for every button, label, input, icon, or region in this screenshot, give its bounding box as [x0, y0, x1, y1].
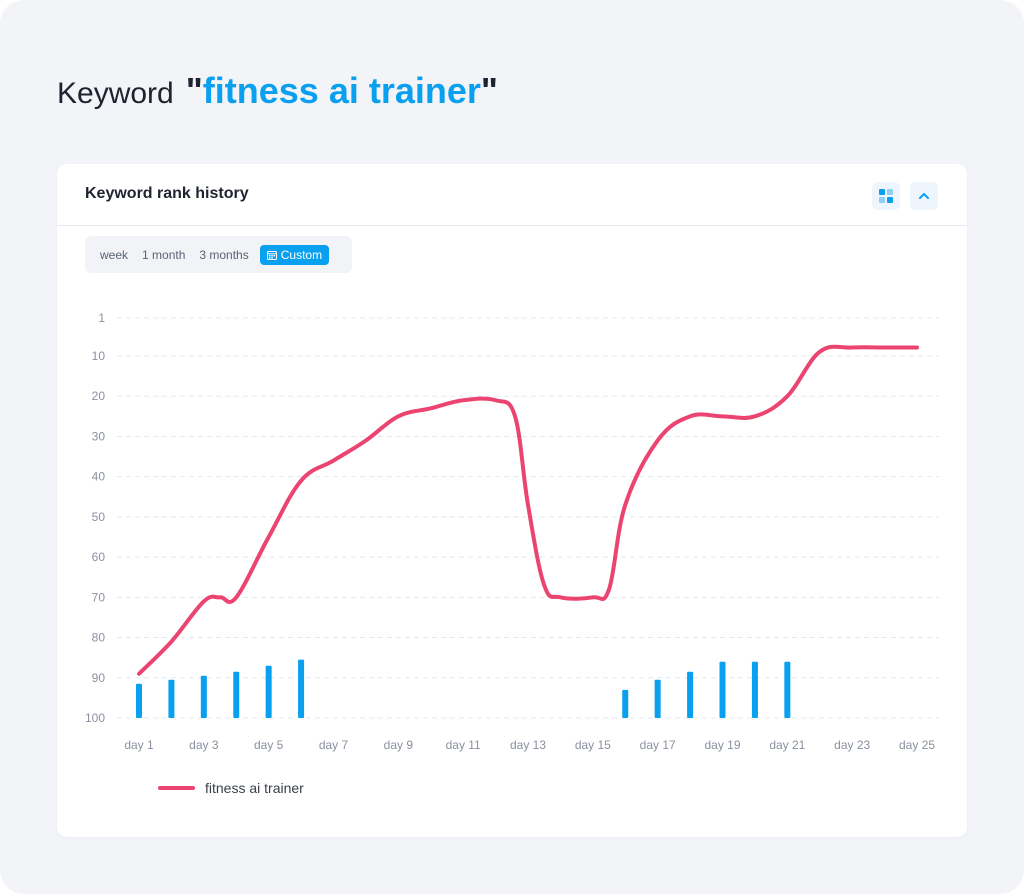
x-tick-label-3: day 5 — [254, 738, 284, 752]
y-tick-label-80: 80 — [92, 631, 106, 645]
y-tick-label-40: 40 — [92, 470, 106, 484]
card-title: Keyword rank history — [85, 185, 249, 202]
x-tick-label-7: day 13 — [510, 738, 546, 752]
chevron-up-icon — [919, 193, 929, 199]
x-tick-label-9: day 17 — [640, 738, 676, 752]
heading-quote-open: " — [185, 70, 203, 111]
period-week[interactable]: week — [100, 247, 129, 262]
y-tick-label-10: 10 — [92, 349, 106, 363]
rank-history-card: Keyword rank history week 1 month 3 mont… — [57, 164, 967, 837]
period-custom-label: Custom — [280, 247, 323, 262]
chart-legend: fitness ai trainer — [158, 780, 304, 796]
volume-bar — [719, 661, 726, 718]
grid-view-button[interactable] — [872, 182, 900, 210]
x-tick-label-8: day 15 — [575, 738, 611, 752]
card-divider — [57, 225, 967, 226]
x-tick-label-5: day 9 — [384, 738, 414, 752]
y-tick-label-60: 60 — [92, 550, 106, 564]
heading-quote-close: " — [480, 70, 498, 111]
period-custom[interactable]: Custom — [259, 244, 330, 265]
rank-chart: 1 10 20 30 40 50 60 70 80 90 100 day 1 day 3 day 5 day… — [85, 311, 939, 752]
y-tick-label-30: 30 — [92, 429, 106, 443]
volume-bar — [233, 671, 240, 718]
period-1-month[interactable]: 1 month — [142, 247, 186, 262]
period-3-months[interactable]: 3 months — [199, 247, 249, 262]
y-tick-label-1: 1 — [98, 311, 105, 325]
grid-view-icon — [879, 189, 893, 203]
x-tick-label-6: day 11 — [446, 738, 481, 752]
volume-bar — [265, 665, 272, 718]
volume-bar — [298, 659, 305, 718]
period-selector: week 1 month 3 months Custom — [85, 236, 352, 273]
y-tick-label-20: 20 — [92, 389, 106, 403]
volume-bar — [687, 671, 694, 718]
calendar-icon — [266, 250, 277, 260]
y-tick-label-50: 50 — [92, 510, 106, 524]
heading-prefix: Keyword — [57, 77, 174, 110]
x-tick-label-4: day 7 — [319, 738, 349, 752]
y-tick-label-100: 100 — [85, 711, 105, 725]
legend-label: fitness ai trainer — [205, 780, 304, 796]
volume-bar — [622, 689, 629, 718]
collapse-button[interactable] — [910, 182, 938, 210]
volume-bar — [654, 679, 661, 718]
volume-bar — [751, 661, 758, 718]
volume-bar — [200, 675, 207, 718]
series-line-fitness-ai-trainer — [137, 344, 919, 676]
y-tick-label-70: 70 — [92, 590, 106, 604]
y-tick-label-90: 90 — [92, 671, 106, 685]
x-tick-label-13: day 25 — [899, 738, 935, 752]
volume-bar — [136, 683, 142, 718]
heading-keyword: fitness ai trainer — [202, 70, 481, 111]
x-tick-label-1: day 1 — [124, 738, 154, 752]
x-tick-label-12: day 23 — [834, 738, 870, 752]
volume-bar — [784, 661, 791, 718]
x-tick-label-11: day 21 — [769, 738, 805, 752]
legend-swatch — [158, 786, 195, 790]
x-tick-label-2: day 3 — [189, 738, 219, 752]
volume-bar — [168, 679, 175, 718]
page-heading: Keyword " fitness ai trainer " — [57, 70, 498, 118]
x-tick-label-10: day 19 — [704, 738, 740, 752]
